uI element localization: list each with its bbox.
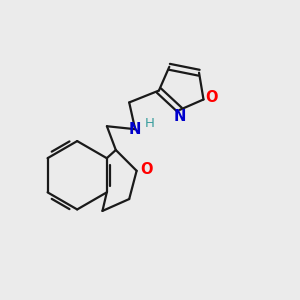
Text: H: H — [145, 117, 154, 130]
Text: O: O — [140, 162, 152, 177]
Text: N: N — [173, 109, 186, 124]
Text: N: N — [129, 122, 141, 137]
Text: O: O — [206, 90, 218, 105]
